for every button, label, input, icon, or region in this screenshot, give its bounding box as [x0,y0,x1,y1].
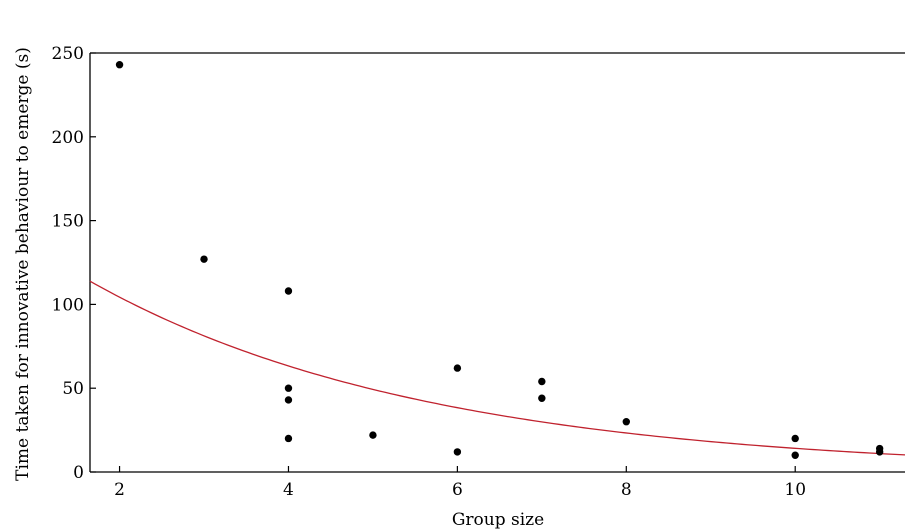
data-point [200,255,208,263]
data-point [115,61,124,69]
data-point [284,434,293,443]
x-tick-label: 8 [621,480,632,500]
data-point [791,434,799,443]
data-point [538,394,546,402]
y-tick-label: 100 [52,295,84,315]
plot-area: 0 50 100 150 200 250 2 4 6 8 10 [52,44,905,500]
data-point [453,448,462,456]
data-point [538,377,546,386]
x-tick-label: 4 [283,480,294,500]
data-point [369,431,377,439]
y-tick-label: 0 [73,463,84,483]
y-tick-label: 250 [52,44,84,64]
x-tick-label: 2 [114,480,125,500]
data-point [453,364,462,372]
y-axis-label: Time taken for innovative behaviour to e… [13,47,33,481]
data-point [284,287,293,295]
fit-curve [89,280,905,456]
y-tick-label: 150 [52,212,84,232]
x-tick-label: 10 [784,480,806,500]
data-point [875,448,884,456]
x-tick-label: 6 [452,480,463,500]
data-point [284,384,293,392]
data-point [284,396,293,404]
data-point [791,451,799,459]
data-point [622,418,630,426]
x-axis-label: Group size [452,510,544,530]
y-tick-label: 200 [52,128,84,148]
y-tick-label: 50 [62,379,84,399]
